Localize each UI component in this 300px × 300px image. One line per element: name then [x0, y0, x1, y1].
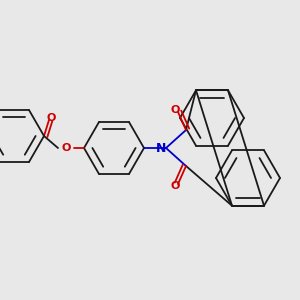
Text: O: O: [46, 113, 56, 123]
Text: O: O: [170, 105, 180, 115]
Text: N: N: [156, 142, 166, 154]
Text: O: O: [61, 143, 71, 153]
Text: O: O: [170, 181, 180, 191]
